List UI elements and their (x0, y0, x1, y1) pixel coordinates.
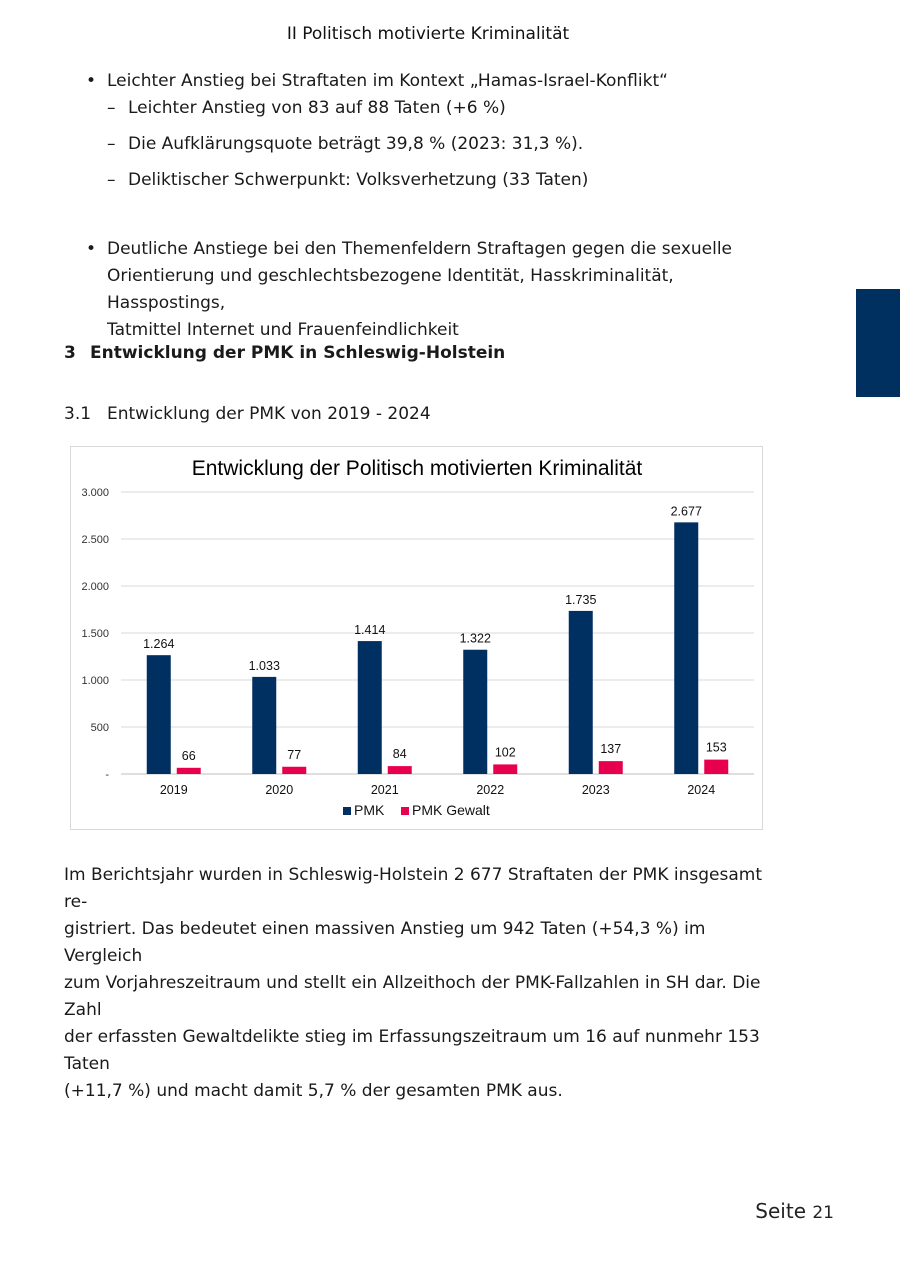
page-number-value: 21 (812, 1203, 834, 1223)
x-tick-label: 2022 (476, 783, 504, 797)
y-tick-label: 2.500 (81, 534, 109, 546)
chapter-tab-marker (856, 289, 900, 397)
section-heading: 3 Entwicklung der PMK in Schleswig-Holste… (64, 343, 505, 363)
y-tick-label: 1.500 (81, 628, 109, 640)
body-line: zum Vorjahreszeitraum und stellt ein All… (64, 973, 761, 1020)
page-label: Seite (755, 1199, 806, 1223)
running-header: II Politisch motivierte Kriminalität (286, 24, 570, 44)
bar-pmk (674, 522, 699, 774)
chart-title: Entwicklung der Politisch motivierten Kr… (192, 457, 643, 480)
data-label-pmk-gewalt: 77 (287, 748, 301, 762)
bullet-text-line: Orientierung und geschlechtsbezogene Ide… (107, 266, 674, 313)
bullet-dot: • (86, 71, 97, 91)
data-label-pmk: 1.414 (354, 623, 385, 637)
bar-pmk (146, 655, 171, 774)
sub-item: – Leichter Anstieg von 83 auf 88 Taten (… (107, 95, 786, 122)
data-label-pmk: 1.735 (565, 593, 596, 607)
sub-item-text: Leichter Anstieg von 83 auf 88 Taten (+6… (128, 98, 506, 118)
body-line: (+11,7 %) und macht damit 5,7 % der gesa… (64, 1081, 563, 1101)
sub-dash: – (107, 134, 116, 154)
bullet-text-line: Deutliche Anstiege bei den Themenfeldern… (107, 239, 733, 259)
body-line: Im Berichtsjahr wurden in Schleswig-Hols… (64, 865, 762, 912)
bar-pmk-gewalt (598, 761, 623, 774)
sub-item: – Die Aufklärungsquote beträgt 39,8 % (2… (107, 131, 786, 158)
y-tick-label: 1.000 (81, 675, 109, 687)
sub-item: – Deliktischer Schwerpunkt: Volksverhetz… (107, 167, 786, 194)
bullet-list-1: • Leichter Anstieg bei Straftaten im Kon… (86, 68, 786, 194)
section-title: Entwicklung der PMK in Schleswig-Holstei… (90, 343, 506, 363)
sub-dash: – (107, 98, 116, 118)
bullet-dot: • (86, 239, 97, 259)
bar-pmk (357, 641, 382, 774)
x-tick-label: 2023 (582, 783, 610, 797)
x-tick-label: 2024 (687, 783, 715, 797)
y-tick-label: 3.000 (81, 487, 109, 499)
legend-swatch-pmk (343, 807, 351, 815)
bullet-text-line: Tatmittel Internet und Frauenfeindlichke… (107, 320, 459, 340)
section-number: 3 (64, 343, 76, 363)
subsection-title: Entwicklung der PMK von 2019 - 2024 (107, 404, 431, 424)
bar-chart: Entwicklung der Politisch motivierten Kr… (81, 457, 754, 818)
data-label-pmk-gewalt: 153 (706, 741, 727, 755)
y-tick-label: - (105, 769, 109, 781)
bar-pmk (252, 676, 277, 774)
data-label-pmk-gewalt: 66 (182, 749, 196, 763)
legend-label-pmk: PMK (354, 802, 385, 818)
data-label-pmk-gewalt: 84 (393, 747, 407, 761)
x-tick-label: 2019 (160, 783, 188, 797)
data-label-pmk: 2.677 (671, 504, 702, 518)
bullet-item: • Leichter Anstieg bei Straftaten im Kon… (86, 68, 786, 95)
page-number: Seite 21 (755, 1199, 834, 1223)
bullet-text: Leichter Anstieg bei Straftaten im Konte… (107, 71, 668, 91)
x-tick-label: 2020 (265, 783, 293, 797)
bar-pmk-gewalt (176, 767, 201, 774)
bar-pmk (463, 649, 488, 774)
y-tick-label: 2.000 (81, 581, 109, 593)
body-paragraph: Im Berichtsjahr wurden in Schleswig-Hols… (64, 862, 780, 1105)
bullet-text: Deutliche Anstiege bei den Themenfeldern… (107, 236, 786, 344)
legend-label-pmk-gewalt: PMK Gewalt (412, 802, 490, 818)
data-label-pmk: 1.264 (143, 637, 174, 651)
body-line: gistriert. Das bedeutet einen massiven A… (64, 919, 706, 966)
subsection-number: 3.1 (64, 404, 92, 424)
data-label-pmk-gewalt: 102 (495, 745, 516, 759)
sub-item-text: Die Aufklärungsquote beträgt 39,8 % (202… (128, 134, 584, 154)
bar-pmk-gewalt (493, 764, 518, 774)
data-label-pmk: 1.322 (460, 632, 491, 646)
bar-pmk (568, 610, 593, 774)
bar-pmk-gewalt (282, 766, 307, 774)
legend-swatch-pmk-gewalt (401, 807, 409, 815)
data-label-pmk-gewalt: 137 (600, 742, 621, 756)
subsection-heading: 3.1 Entwicklung der PMK von 2019 - 2024 (64, 404, 431, 424)
sub-item-text: Deliktischer Schwerpunkt: Volksverhetzun… (128, 170, 589, 190)
data-label-pmk: 1.033 (249, 659, 280, 673)
sub-dash: – (107, 170, 116, 190)
body-line: der erfassten Gewaltdelikte stieg im Erf… (64, 1027, 760, 1074)
chart-container: Entwicklung der Politisch motivierten Kr… (70, 446, 763, 830)
bar-pmk-gewalt (704, 759, 729, 774)
bullet-list-2: • Deutliche Anstiege bei den Themenfelde… (86, 236, 786, 344)
bar-pmk-gewalt (387, 766, 412, 774)
bullet-item: • Deutliche Anstiege bei den Themenfelde… (86, 236, 786, 344)
y-tick-label: 500 (91, 722, 109, 734)
x-tick-label: 2021 (371, 783, 399, 797)
